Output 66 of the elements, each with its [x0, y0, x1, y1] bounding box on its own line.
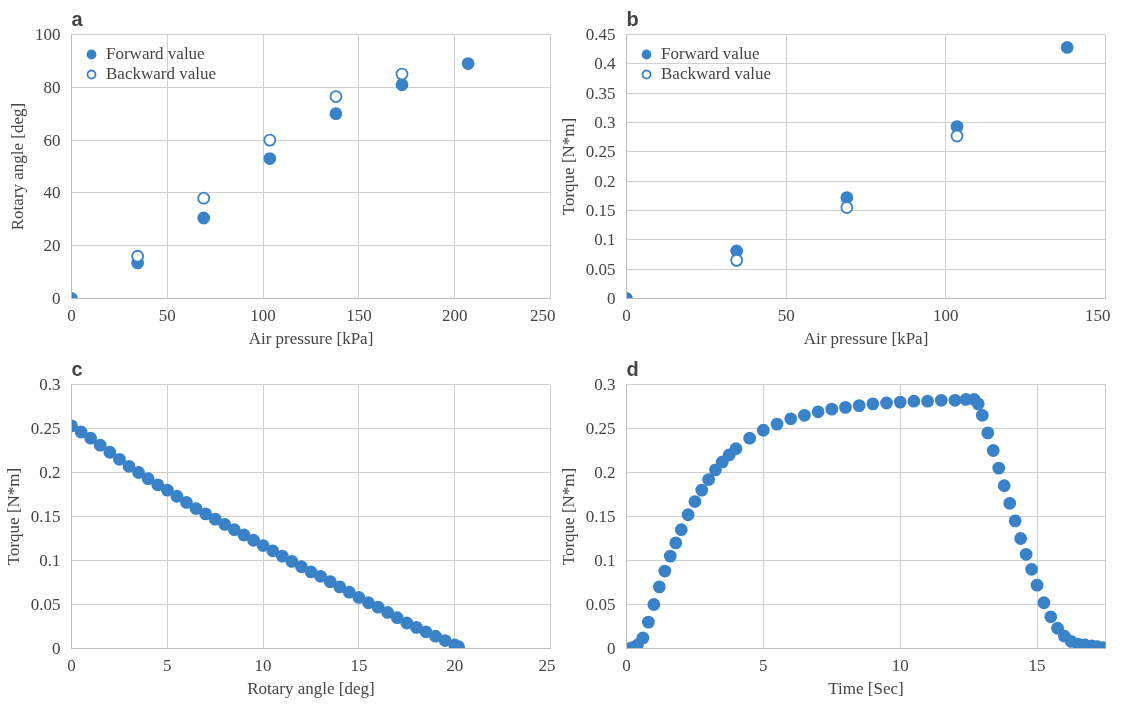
- legend-label: Backward value: [661, 64, 771, 84]
- y-tick-label: 0.4: [594, 54, 616, 74]
- x-tick-label: 150: [1085, 305, 1111, 325]
- x-tick-label: 250: [530, 305, 556, 325]
- x-axis-title: Rotary angle [deg]: [247, 678, 375, 698]
- y-tick-label: 0.05: [585, 259, 616, 279]
- chart-title: b: [626, 7, 639, 30]
- x-tick-label: 0: [67, 655, 76, 675]
- chart-title: a: [71, 7, 84, 30]
- x-tick-label: 15: [1028, 655, 1046, 675]
- legend-label: Backward value: [106, 64, 216, 84]
- x-tick-label: 0: [622, 305, 631, 325]
- x-tick-label: 200: [441, 305, 468, 325]
- y-tick-label: 0.05: [585, 595, 616, 614]
- y-tick-label: 0.25: [585, 142, 616, 162]
- y-tick-label: 100: [35, 25, 61, 44]
- y-tick-label: 0: [52, 639, 61, 658]
- x-tick-label: 50: [777, 305, 795, 325]
- y-tick-label: 20: [43, 236, 61, 256]
- y-tick-label: 40: [43, 183, 61, 203]
- x-axis-title: Air pressure [kPa]: [803, 328, 929, 348]
- x-tick-label: 5: [163, 655, 172, 675]
- x-axis-title: Time [Sec]: [828, 678, 904, 698]
- y-tick-label: 0.2: [594, 171, 616, 191]
- y-tick-label: 0.05: [30, 595, 61, 614]
- y-tick-label: 0.3: [594, 113, 616, 132]
- y-tick-label: 0.15: [585, 201, 616, 220]
- y-tick-label: 0.3: [594, 375, 616, 394]
- chart-title: d: [626, 357, 639, 380]
- x-axis-title: Air pressure [kPa]: [248, 328, 374, 348]
- x-tick-label: 25: [538, 655, 556, 675]
- y-axis-title: Rotary angle [deg]: [8, 102, 27, 231]
- y-tick-label: 0: [607, 639, 616, 658]
- y-tick-label: 0.25: [585, 419, 616, 438]
- y-tick-label: 0.15: [585, 507, 616, 526]
- y-tick-label: 0: [52, 289, 61, 308]
- x-tick-label: 20: [446, 655, 464, 675]
- y-tick-label: 0.1: [594, 551, 616, 570]
- x-tick-label: 5: [759, 655, 768, 675]
- y-tick-label: 60: [43, 130, 61, 150]
- y-tick-label: 0.2: [594, 463, 616, 482]
- x-tick-label: 10: [254, 655, 272, 675]
- legend-label: Forward value: [661, 44, 760, 64]
- y-tick-label: 0.3: [39, 375, 61, 394]
- x-tick-label: 100: [250, 305, 276, 325]
- y-tick-label: 0.15: [30, 507, 61, 526]
- x-tick-label: 10: [891, 655, 909, 675]
- x-tick-label: 0: [67, 305, 76, 325]
- y-tick-label: 80: [43, 77, 61, 97]
- x-tick-label: 0: [622, 655, 631, 675]
- y-tick-label: 0.25: [30, 419, 61, 438]
- x-tick-label: 50: [158, 305, 176, 325]
- x-tick-label: 150: [346, 305, 372, 325]
- legend-label: Forward value: [106, 44, 205, 64]
- y-axis-title: Torque [N*m]: [3, 467, 23, 566]
- y-tick-label: 0.35: [585, 83, 616, 103]
- y-tick-label: 0.45: [585, 25, 616, 44]
- x-tick-label: 15: [350, 655, 368, 675]
- x-tick-label: 100: [933, 305, 959, 325]
- y-tick-label: 0.1: [39, 551, 61, 570]
- y-axis-title: Torque [N*m]: [558, 467, 578, 566]
- y-tick-label: 0.2: [39, 463, 61, 482]
- chart-title: c: [71, 357, 83, 380]
- y-axis-title: Torque [N*m]: [558, 117, 578, 216]
- y-tick-label: 0.1: [594, 230, 616, 250]
- y-tick-label: 0: [607, 289, 616, 308]
